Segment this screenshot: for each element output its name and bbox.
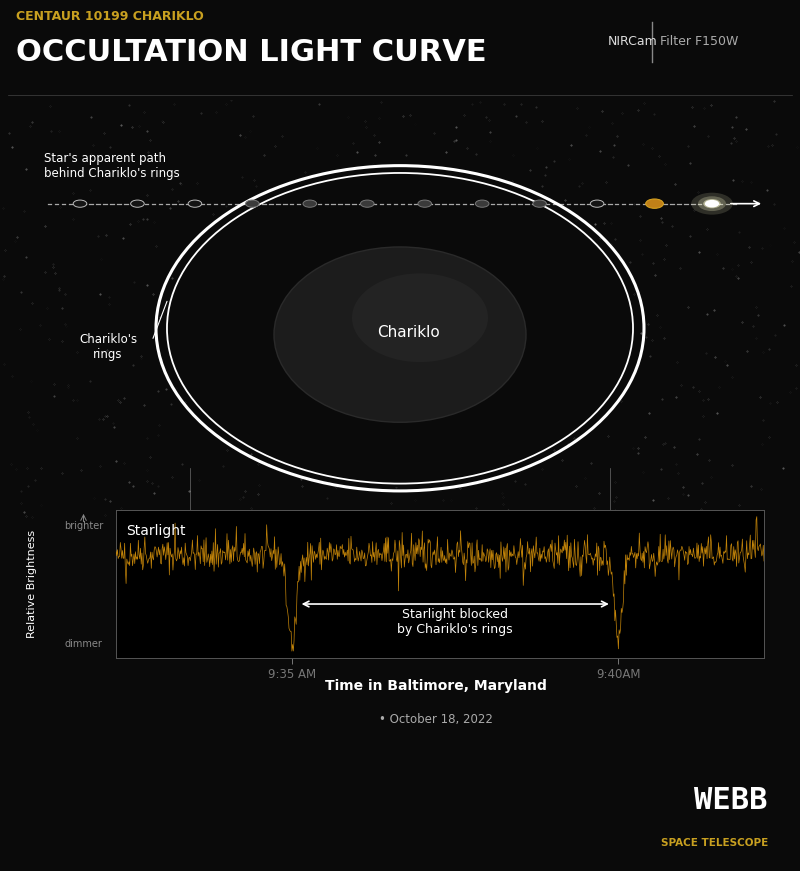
Text: NIRCam: NIRCam — [608, 35, 658, 48]
Text: Chariklo: Chariklo — [377, 325, 439, 340]
Ellipse shape — [698, 196, 726, 211]
Ellipse shape — [130, 200, 144, 207]
Ellipse shape — [274, 247, 526, 422]
Text: OCCULTATION LIGHT CURVE: OCCULTATION LIGHT CURVE — [16, 38, 486, 67]
Text: Chariklo's
rings: Chariklo's rings — [79, 334, 137, 361]
Text: WEBB: WEBB — [694, 787, 768, 815]
Ellipse shape — [418, 200, 431, 207]
Ellipse shape — [590, 200, 604, 207]
Text: dimmer: dimmer — [65, 638, 102, 649]
Ellipse shape — [691, 192, 733, 214]
Text: Time in Baltimore, Maryland: Time in Baltimore, Maryland — [325, 679, 547, 692]
Ellipse shape — [303, 200, 317, 207]
Ellipse shape — [188, 200, 202, 207]
Ellipse shape — [705, 199, 719, 207]
Text: SPACE TELESCOPE: SPACE TELESCOPE — [661, 838, 768, 848]
Text: • October 18, 2022: • October 18, 2022 — [379, 713, 493, 726]
Text: Relative Brightness: Relative Brightness — [27, 530, 38, 638]
Ellipse shape — [703, 199, 721, 208]
Ellipse shape — [533, 200, 546, 207]
Text: CENTAUR 10199 CHARIKLO: CENTAUR 10199 CHARIKLO — [16, 10, 204, 23]
Text: Filter F150W: Filter F150W — [660, 35, 738, 48]
Ellipse shape — [74, 200, 86, 207]
Text: Starlight: Starlight — [126, 524, 186, 538]
Ellipse shape — [475, 200, 489, 207]
Ellipse shape — [352, 273, 488, 362]
Text: Star's apparent path
behind Chariklo's rings: Star's apparent path behind Chariklo's r… — [44, 152, 180, 180]
Ellipse shape — [646, 199, 663, 208]
Text: brighter: brighter — [64, 522, 103, 531]
Text: Starlight blocked
by Chariklo's rings: Starlight blocked by Chariklo's rings — [398, 608, 513, 636]
Ellipse shape — [162, 170, 638, 487]
Ellipse shape — [361, 200, 374, 207]
Ellipse shape — [246, 200, 259, 207]
